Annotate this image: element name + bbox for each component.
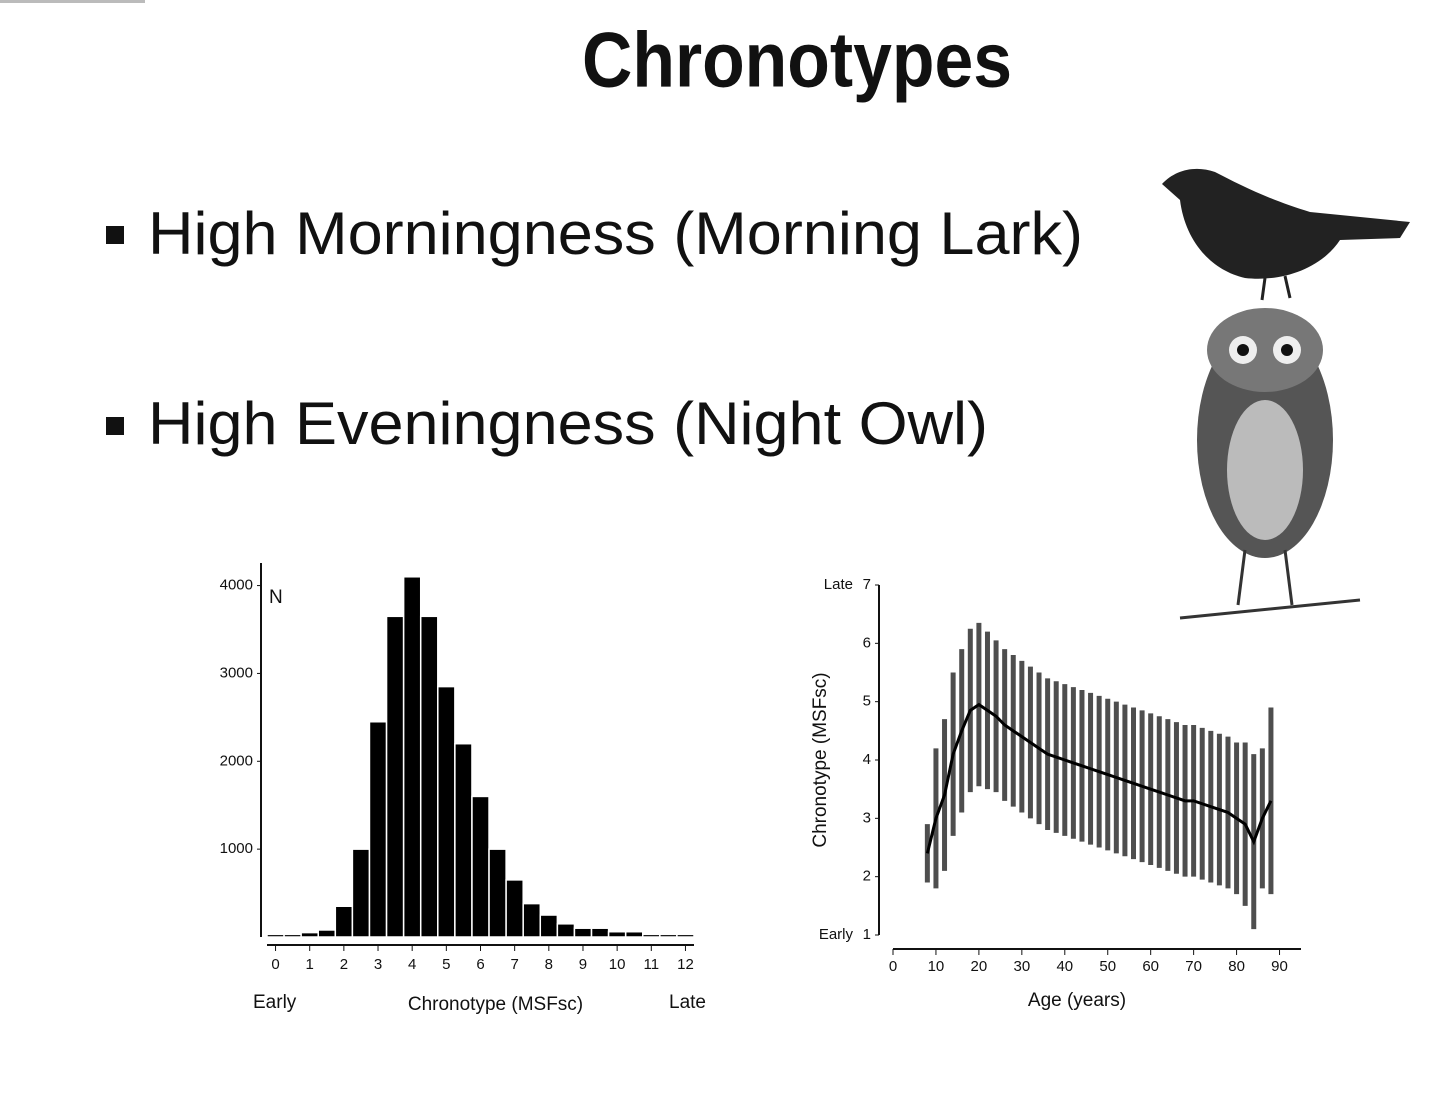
x-tick-label: 6 <box>476 956 484 973</box>
y-tick-label: 3 <box>863 809 871 826</box>
bar <box>368 721 388 938</box>
y-end-label: Late <box>824 576 853 593</box>
y-tick-label: 4 <box>863 751 871 768</box>
x-label-left: Early <box>253 992 297 1013</box>
bullet-marker <box>106 226 124 244</box>
y-tick-label: 6 <box>863 634 871 651</box>
x-tick-label: 10 <box>928 958 945 975</box>
lark-illustration <box>1162 168 1410 301</box>
x-axis-label: Chronotype (MSFsc) <box>408 994 583 1015</box>
x-tick-label: 50 <box>1099 958 1116 975</box>
bar <box>334 905 354 938</box>
x-tick-label: 40 <box>1056 958 1073 975</box>
bar <box>624 930 644 938</box>
x-axis-label: Age (years) <box>1028 990 1126 1011</box>
y-tick-label: 5 <box>863 693 871 710</box>
y-tick-label: 1 <box>863 926 871 943</box>
bar <box>351 848 371 938</box>
y-end-label: Early <box>819 926 854 943</box>
y-tick-label: 4000 <box>220 577 253 594</box>
bar <box>539 914 559 938</box>
bar <box>488 848 507 938</box>
x-tick-label: 3 <box>374 956 382 973</box>
x-tick-label: 11 <box>644 956 660 973</box>
bar <box>659 933 678 938</box>
top-bar <box>0 0 145 3</box>
bar <box>454 742 473 938</box>
x-tick-label: 30 <box>1013 958 1030 975</box>
bar <box>607 930 627 938</box>
owl-illustration <box>1179 308 1361 620</box>
y-axis-label: N <box>269 587 283 608</box>
bar <box>676 933 695 938</box>
bar <box>317 929 337 938</box>
x-tick-label: 5 <box>442 956 450 973</box>
x-tick-label: 9 <box>579 956 587 973</box>
y-axis-label: Chronotype (MSFsc) <box>810 672 831 847</box>
bar <box>556 923 576 938</box>
x-tick-label: 1 <box>306 956 314 973</box>
x-tick-label: 12 <box>677 956 694 973</box>
x-tick-label: 2 <box>340 956 348 973</box>
bar <box>522 902 542 938</box>
x-tick-label: 80 <box>1228 958 1245 975</box>
x-label-right: Late <box>669 992 706 1013</box>
y-tick-label: 7 <box>863 576 871 593</box>
y-tick-label: 3000 <box>220 664 253 681</box>
x-tick-label: 70 <box>1185 958 1202 975</box>
bar <box>642 933 661 938</box>
bar <box>283 933 302 938</box>
bullet-text: High Morningness (Morning Lark) <box>148 200 1083 267</box>
x-tick-label: 90 <box>1271 958 1288 975</box>
slide-title: Chronotypes <box>582 16 1012 104</box>
x-tick-label: 60 <box>1142 958 1159 975</box>
mean-line <box>925 702 1273 854</box>
bar <box>385 615 405 938</box>
bar <box>437 685 456 938</box>
bar <box>402 576 422 938</box>
bar <box>419 615 439 938</box>
y-tick-label: 1000 <box>220 840 253 857</box>
x-tick-label: 10 <box>609 956 626 973</box>
x-tick-label: 0 <box>271 956 279 973</box>
x-tick-label: 4 <box>408 956 416 973</box>
bar <box>573 927 593 938</box>
bar <box>266 933 285 938</box>
y-tick-label: 2 <box>863 868 871 885</box>
x-tick-label: 8 <box>545 956 553 973</box>
bar <box>300 931 319 938</box>
x-tick-label: 0 <box>889 958 897 975</box>
bar <box>505 879 524 938</box>
bullet-text: High Eveningness (Night Owl) <box>148 390 988 457</box>
bullet-marker <box>106 417 124 435</box>
bar <box>590 927 610 938</box>
x-tick-label: 7 <box>510 956 518 973</box>
x-tick-label: 20 <box>971 958 988 975</box>
y-tick-label: 2000 <box>220 752 253 769</box>
bar <box>471 795 490 938</box>
